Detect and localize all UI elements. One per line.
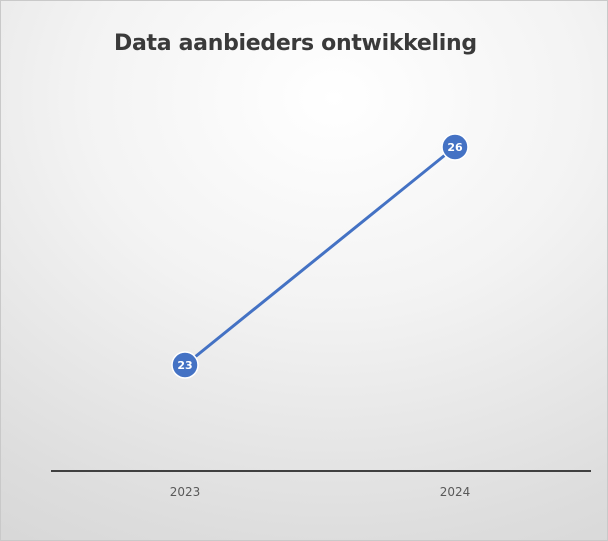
data-label: 23 xyxy=(177,359,192,372)
series-line xyxy=(183,145,457,367)
data-point-marker xyxy=(171,351,199,379)
chart-title: Data aanbieders ontwikkeling xyxy=(114,31,477,56)
x-tick-label: 2023 xyxy=(170,485,201,499)
x-tick-label: 2024 xyxy=(440,485,471,499)
data-point-marker xyxy=(441,133,469,161)
data-label: 26 xyxy=(447,141,463,154)
